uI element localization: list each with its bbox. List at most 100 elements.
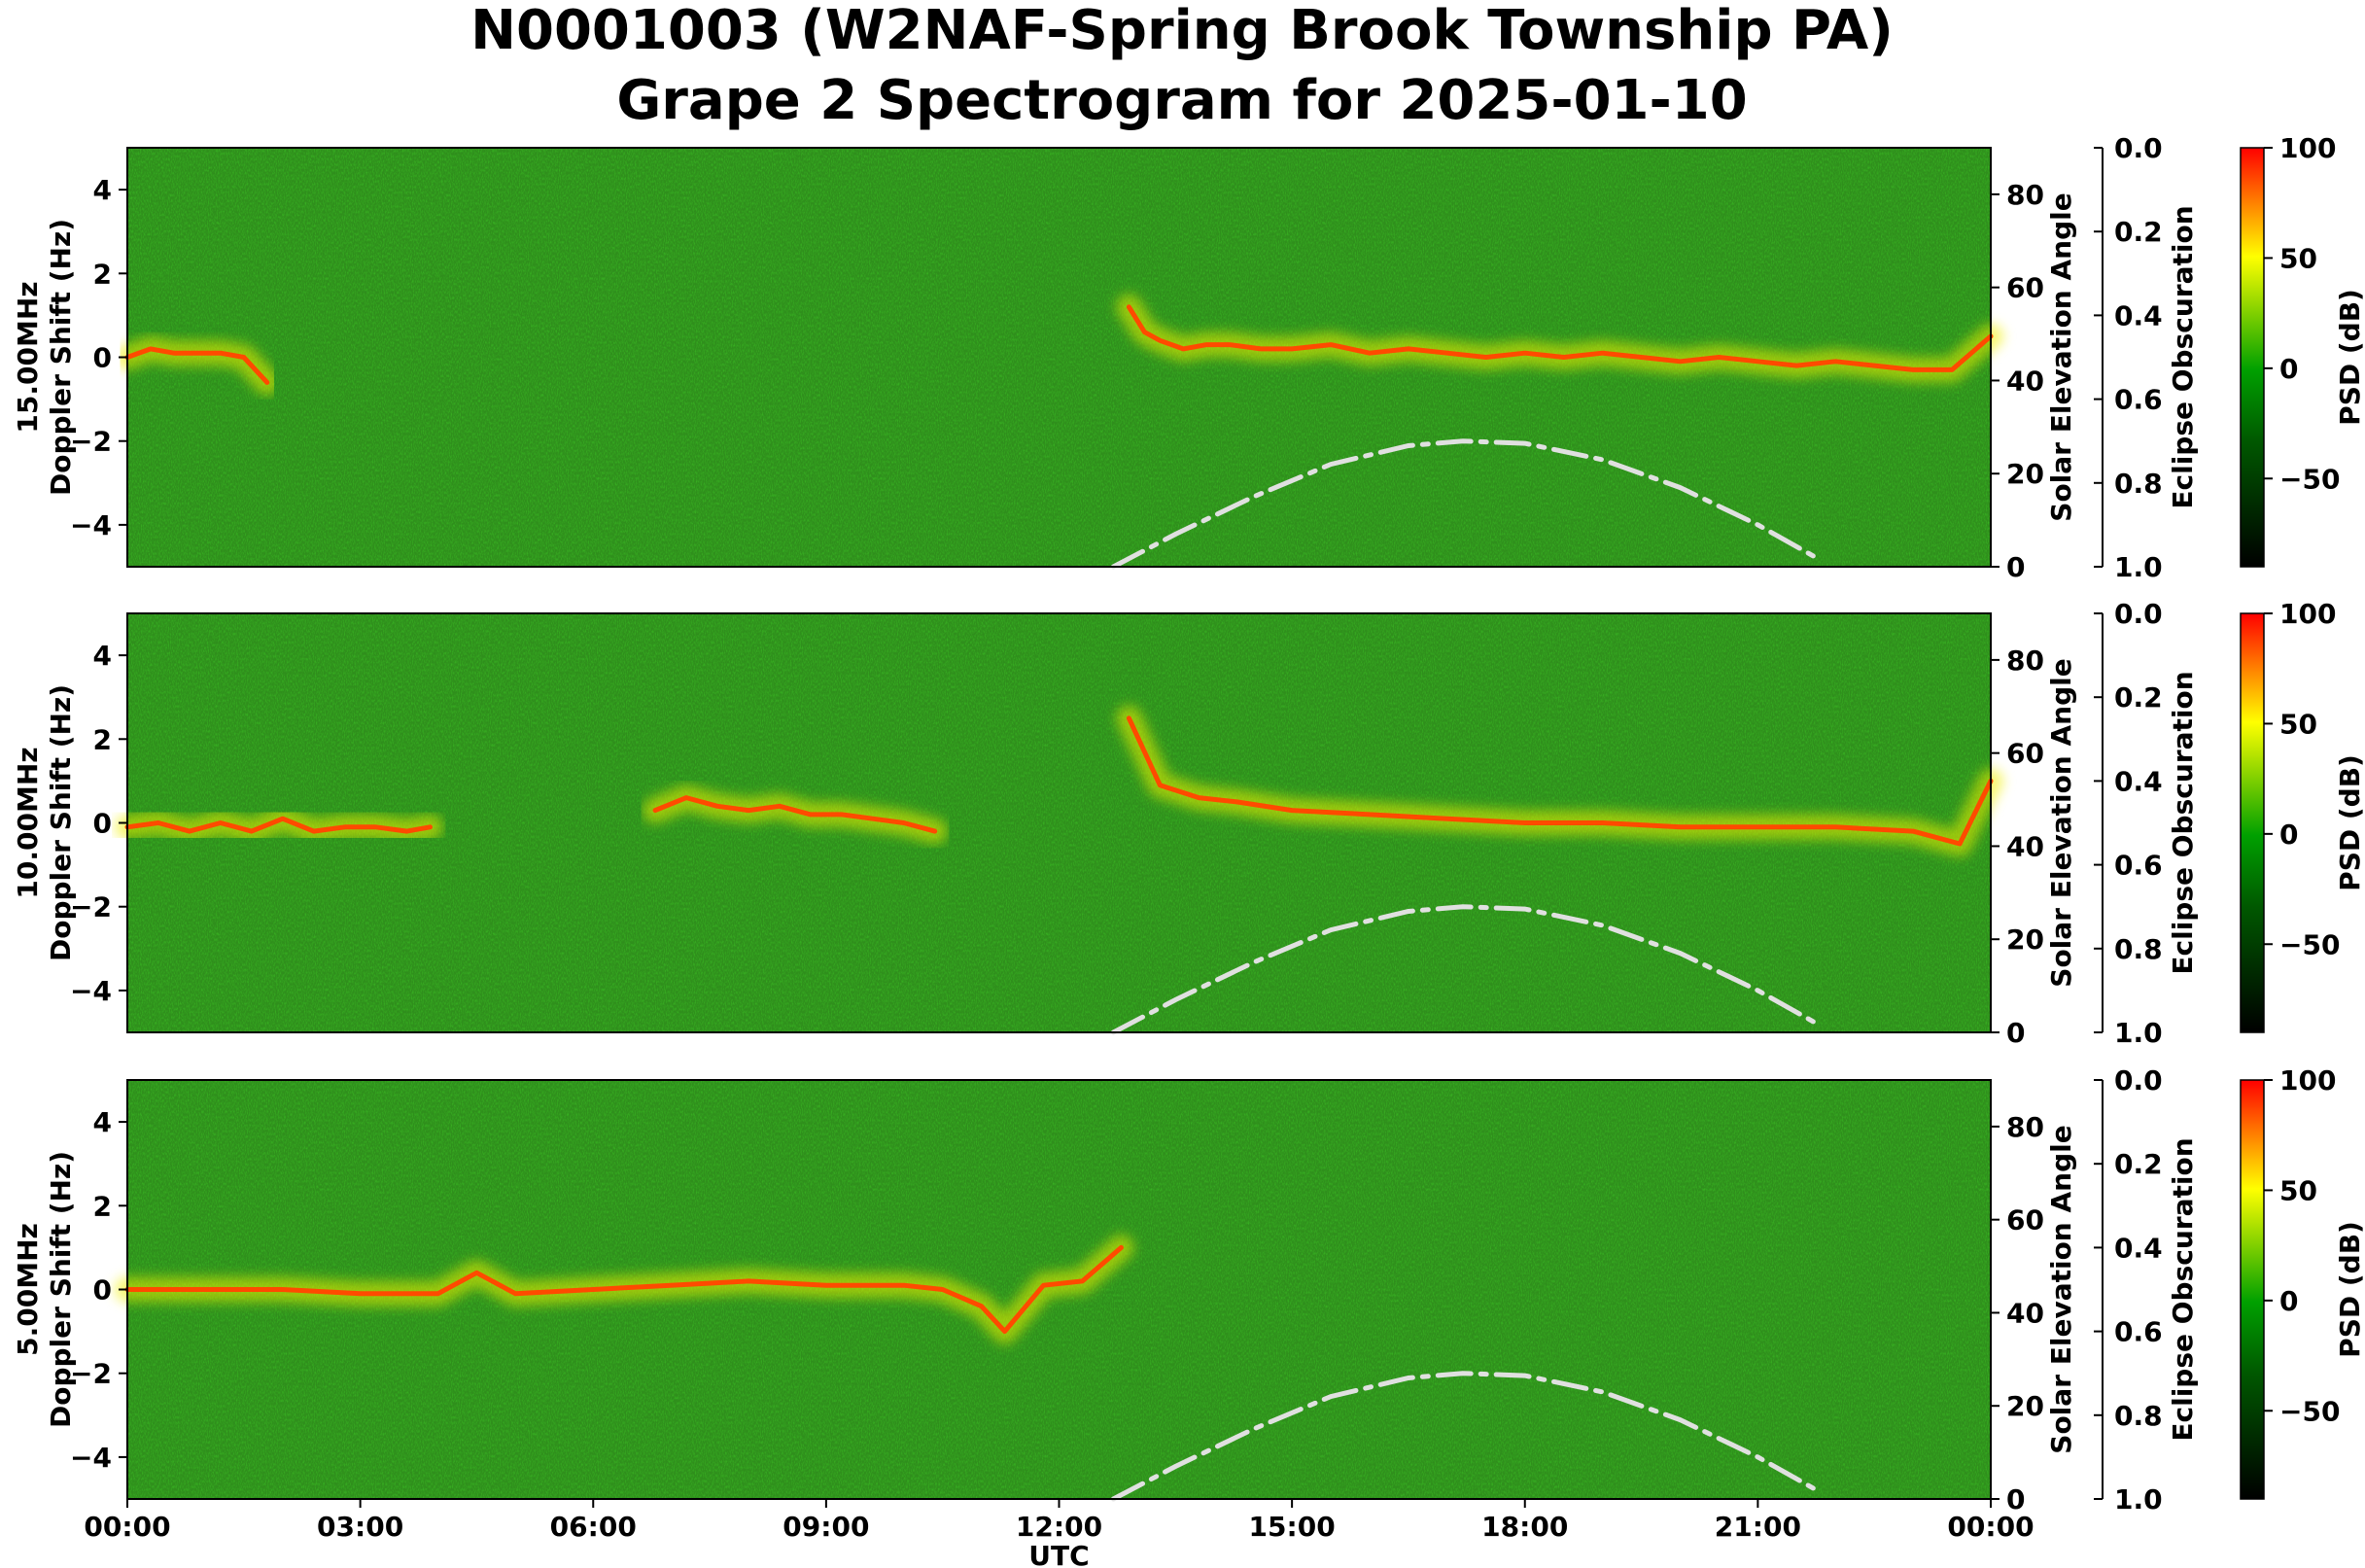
y3-tick-label: 0.4: [2114, 1232, 2163, 1264]
colorbar-label: PSD (dB): [2334, 289, 2365, 426]
x-tick-label: 18:00: [1481, 1511, 1568, 1543]
y3-axis-label: Eclipse Obscuration: [2167, 1137, 2199, 1441]
y3-tick-label: 0.0: [2114, 132, 2163, 164]
x-tick-label: 03:00: [317, 1511, 403, 1543]
y3-tick-label: 0.0: [2114, 598, 2163, 630]
colorbar-label: PSD (dB): [2334, 754, 2365, 891]
colorbar-tick-label: 0: [2279, 819, 2298, 851]
signal-trace: [124, 816, 433, 834]
colorbar: [2240, 612, 2265, 1033]
y2-tick-label: 80: [2006, 1111, 2044, 1143]
y-axis-label: Doppler Shift (Hz): [45, 219, 77, 496]
y-tick-label: 2: [93, 1190, 112, 1222]
y3-tick-label: 1.0: [2114, 551, 2163, 583]
colorbar: [2240, 1079, 2265, 1500]
y-tick-label: −4: [70, 509, 112, 541]
y2-tick-label: 20: [2006, 923, 2044, 956]
colorbar-label: PSD (dB): [2334, 1221, 2365, 1358]
chart-title-line2: Grape 2 Spectrogram for 2025-01-10: [616, 69, 1747, 132]
y-tick-label: 0: [93, 1274, 112, 1307]
x-tick-label: 06:00: [550, 1511, 637, 1543]
colorbar-tick-label: −50: [2279, 463, 2340, 495]
colorbar-tick-label: 100: [2279, 1064, 2336, 1097]
x-tick-label: 09:00: [783, 1511, 869, 1543]
y3-tick-label: 0.6: [2114, 384, 2163, 416]
y3-tick-label: 1.0: [2114, 1483, 2163, 1516]
x-tick-label: 12:00: [1016, 1511, 1102, 1543]
solar-elevation-curve: [1110, 904, 1823, 1035]
y-tick-label: 0: [93, 342, 112, 374]
y2-axis-label: Solar Elevation Angle: [2045, 192, 2077, 521]
panel-frequency-label: 15.00MHz: [12, 281, 44, 433]
y-tick-label: −4: [70, 1442, 112, 1474]
y-tick-label: −2: [70, 426, 112, 458]
y2-tick-label: 0: [2006, 1483, 2025, 1516]
y3-tick-label: 0.6: [2114, 1316, 2163, 1348]
solar-elevation-curve: [1110, 438, 1823, 570]
y2-tick-label: 80: [2006, 179, 2044, 211]
y2-axis-label: Solar Elevation Angle: [2045, 658, 2077, 987]
y-tick-label: −4: [70, 975, 112, 1007]
colorbar-tick-label: −50: [2279, 928, 2340, 960]
y2-tick-label: 60: [2006, 1204, 2044, 1237]
y2-axis-label: Solar Elevation Angle: [2045, 1125, 2077, 1453]
colorbar-tick-label: 100: [2279, 598, 2336, 630]
signal-trace: [124, 1244, 1124, 1335]
signal-trace: [1126, 304, 1994, 372]
y2-tick-label: 80: [2006, 645, 2044, 677]
y2-tick-label: 0: [2006, 1017, 2025, 1049]
y2-tick-label: 40: [2006, 830, 2044, 862]
y-tick-label: 0: [93, 808, 112, 840]
y2-tick-label: 40: [2006, 1297, 2044, 1329]
y3-axis-label: Eclipse Obscuration: [2167, 671, 2199, 974]
y3-tick-label: 0.6: [2114, 850, 2163, 882]
colorbar-tick-label: 50: [2279, 708, 2317, 740]
panel-frequency-label: 5.00MHz: [12, 1223, 44, 1356]
solar-elevation-curve: [1110, 1371, 1823, 1502]
x-tick-label: 15:00: [1249, 1511, 1336, 1543]
y3-tick-label: 0.2: [2114, 681, 2163, 714]
chart-title-line1: N0001003 (W2NAF-Spring Brook Township PA…: [470, 0, 1894, 62]
y-tick-label: −2: [70, 1358, 112, 1390]
y2-tick-label: 0: [2006, 551, 2025, 583]
y3-tick-label: 0.8: [2114, 933, 2163, 965]
y3-tick-label: 1.0: [2114, 1017, 2163, 1049]
y-axis-label: Doppler Shift (Hz): [45, 1151, 77, 1428]
x-tick-label: 00:00: [1947, 1511, 2034, 1543]
y3-tick-label: 0.0: [2114, 1064, 2163, 1097]
y2-tick-label: 40: [2006, 365, 2044, 397]
panel-frequency-label: 10.00MHz: [12, 747, 44, 898]
y3-tick-label: 0.4: [2114, 299, 2163, 331]
y-axis-label: Doppler Shift (Hz): [45, 684, 77, 961]
x-axis-label: UTC: [1028, 1540, 1089, 1568]
y-tick-label: 2: [93, 258, 112, 290]
y-tick-label: −2: [70, 891, 112, 923]
y-tick-label: 4: [93, 1106, 112, 1138]
signal-trace: [1126, 715, 1994, 847]
y3-tick-label: 0.4: [2114, 765, 2163, 797]
colorbar: [2240, 147, 2265, 568]
y3-tick-label: 0.8: [2114, 1400, 2163, 1432]
y3-tick-label: 0.2: [2114, 216, 2163, 248]
y2-tick-label: 60: [2006, 738, 2044, 770]
signal-trace: [124, 346, 270, 385]
y-tick-label: 4: [93, 640, 112, 672]
y-tick-label: 2: [93, 723, 112, 755]
colorbar-tick-label: −50: [2279, 1395, 2340, 1427]
signal-trace: [652, 795, 938, 834]
colorbar-tick-label: 0: [2279, 353, 2298, 385]
x-tick-label: 00:00: [84, 1511, 170, 1543]
colorbar-tick-label: 50: [2279, 1174, 2317, 1206]
colorbar-tick-label: 100: [2279, 132, 2336, 164]
y2-tick-label: 20: [2006, 1390, 2044, 1422]
y2-tick-label: 60: [2006, 272, 2044, 304]
y3-tick-label: 0.8: [2114, 468, 2163, 500]
x-tick-label: 21:00: [1715, 1511, 1801, 1543]
y3-axis-label: Eclipse Obscuration: [2167, 205, 2199, 508]
colorbar-tick-label: 50: [2279, 242, 2317, 274]
colorbar-tick-label: 0: [2279, 1285, 2298, 1317]
